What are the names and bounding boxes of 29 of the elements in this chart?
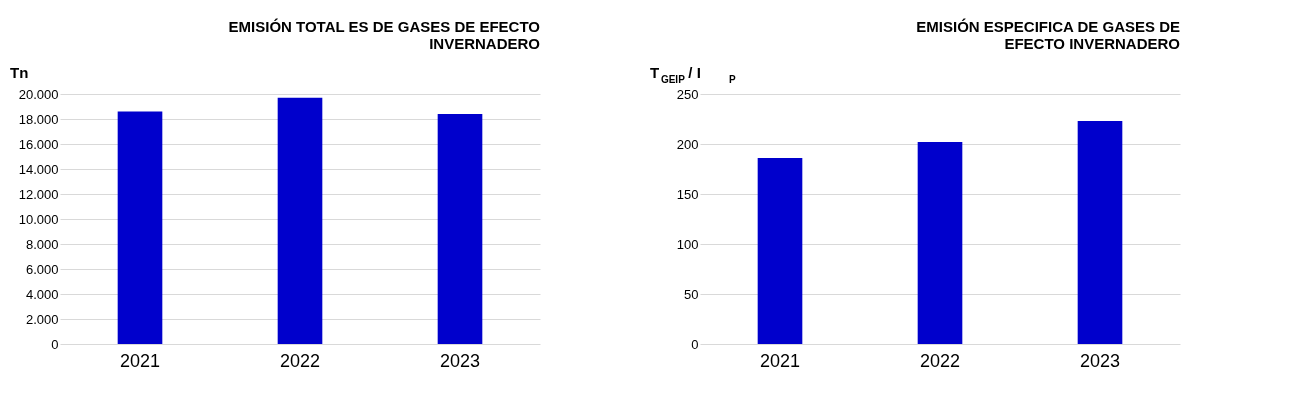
y-tick-label: 150: [676, 186, 699, 202]
y-tick-label: 12.000: [18, 186, 59, 202]
bar: [757, 158, 803, 344]
y-tick-label: 6.000: [25, 261, 59, 277]
y-tick-label: 0: [51, 336, 59, 352]
y-tick-label: 8.000: [25, 236, 59, 252]
x-tick-label: 2022: [279, 350, 321, 371]
y-tick-label: 250: [676, 86, 699, 102]
y-tick-label: 0: [691, 336, 699, 352]
x-tick-label: 2023: [1079, 350, 1121, 371]
y-tick-label: 50: [684, 286, 699, 302]
x-tick-label: 2023: [439, 350, 481, 371]
y-tick-label: 20.000: [18, 86, 59, 102]
y-axis-title: Tn: [10, 64, 29, 81]
x-tick-label: 2022: [919, 350, 961, 371]
chart-title: EMISIÓN TOTAL ES DE GASES DE EFECTO INVERNADERO: [228, 18, 541, 52]
y-tick-label: 14.000: [18, 161, 59, 177]
y-tick-label: 16.000: [18, 136, 59, 152]
chart-title: EMISIÓN ESPECIFICA DE GASES DE EFECTO INVERNADERO: [916, 18, 1181, 52]
x-tick-label: 2021: [119, 350, 161, 371]
bar: [1077, 121, 1123, 344]
y-tick-label: 100: [676, 236, 699, 252]
x-tick-label: 2021: [759, 350, 801, 371]
y-tick-label: 10.000: [18, 211, 59, 227]
y-tick-label: 18.000: [18, 111, 59, 127]
y-tick-label: 200: [676, 136, 699, 152]
bar: [917, 142, 963, 344]
y-tick-label: 4.000: [25, 286, 59, 302]
y-tick-label: 2.000: [25, 311, 59, 327]
